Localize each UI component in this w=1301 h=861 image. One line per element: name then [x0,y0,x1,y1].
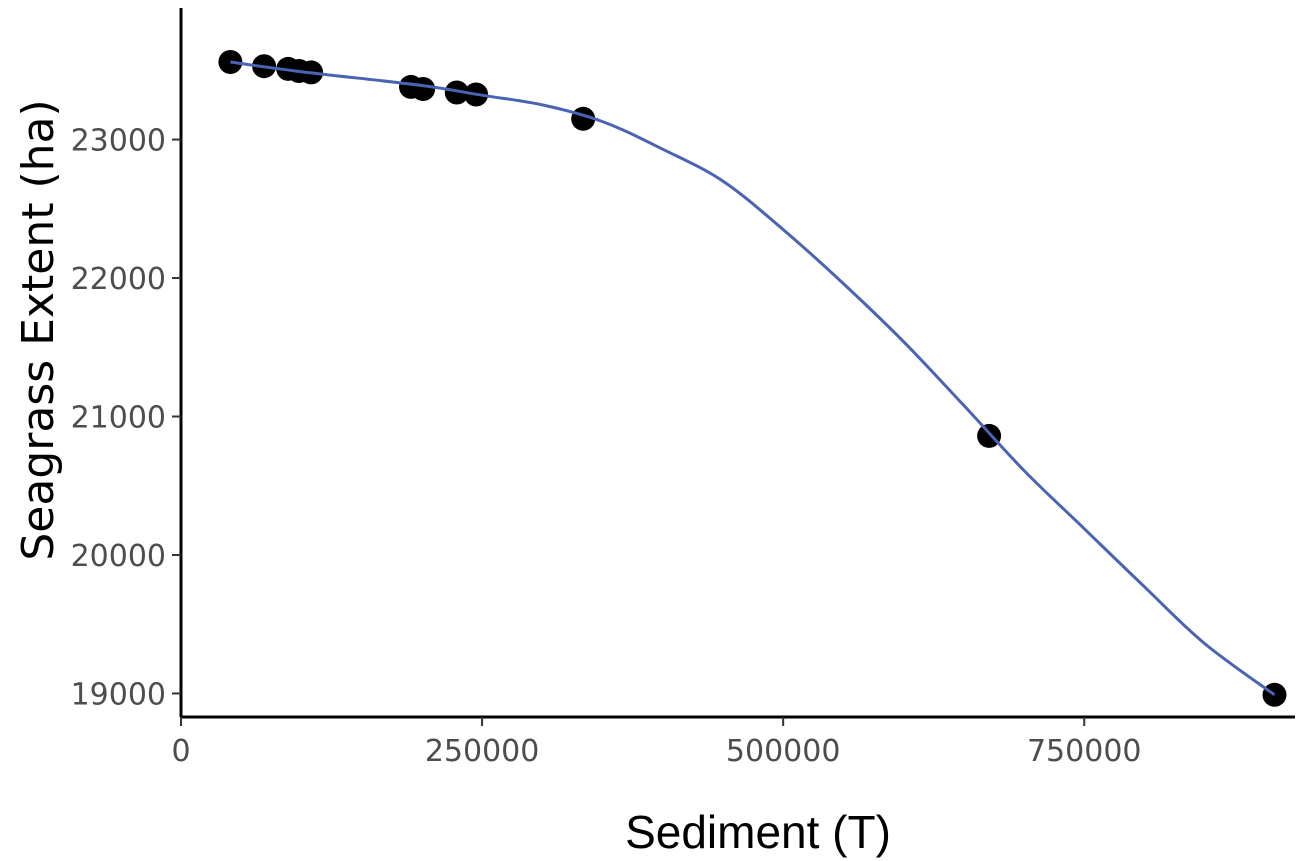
x-tick-label-750000: 750000 [1027,734,1142,769]
x-ticks: 0 250000 500000 750000 [171,717,1142,769]
data-point-8 [444,80,469,105]
data-point-7 [411,77,436,101]
x-tick-label-500000: 500000 [726,734,841,769]
data-point-11 [977,423,1002,448]
y-axis-title: Seagrass Extent (ha) [13,99,64,560]
y-tick-label-19000: 19000 [71,677,166,712]
y-tick-label-22000: 22000 [71,262,166,297]
y-tick-label-20000: 20000 [71,539,166,574]
y-tick-label-21000: 21000 [71,401,166,436]
x-axis-title: Sediment (T) [625,806,891,858]
x-tick-label-0: 0 [171,734,190,769]
axes [179,8,1295,719]
smooth-trend-line [230,60,1276,697]
y-ticks: 19000 20000 21000 22000 23000 [71,124,181,712]
y-tick-label-23000: 23000 [71,124,166,159]
x-tick-label-250000: 250000 [425,734,540,769]
plot-marks [218,50,1287,707]
